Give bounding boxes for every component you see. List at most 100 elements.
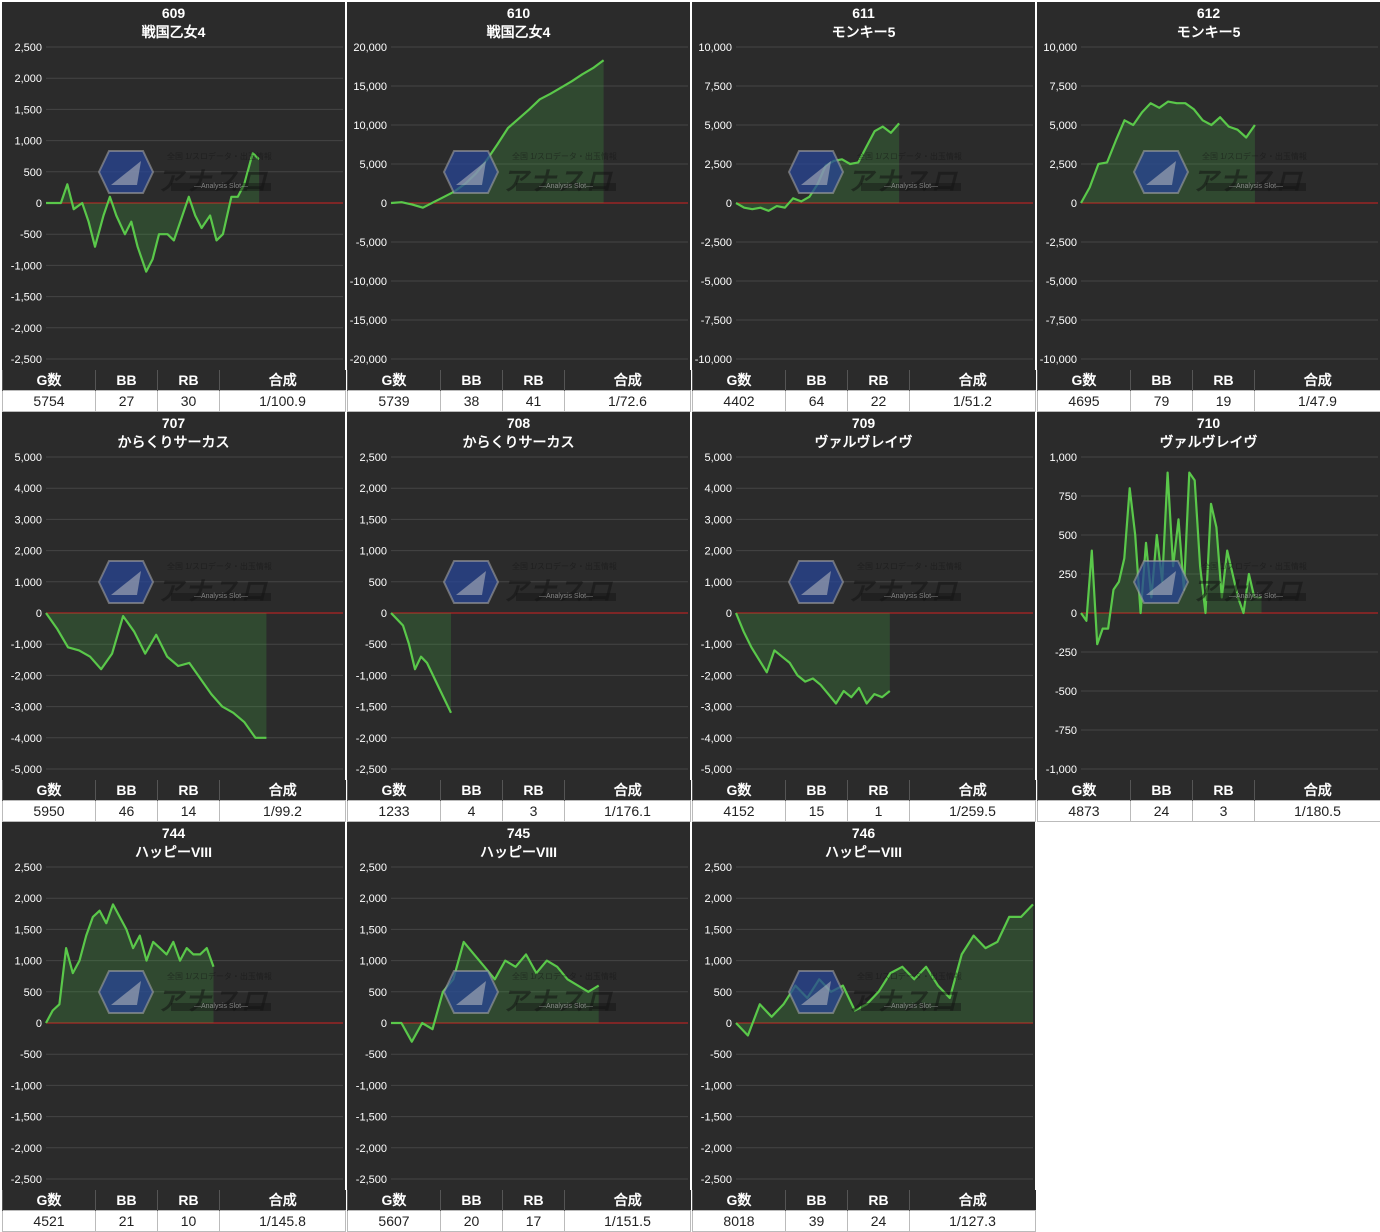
y-tick-label: -1,000 bbox=[11, 260, 42, 272]
y-tick-label: -5,000 bbox=[701, 764, 732, 776]
y-tick-label: -20,000 bbox=[350, 354, 387, 366]
chart-svg: 20,00015,00010,0005,0000-5,000-10,000-15… bbox=[347, 2, 690, 370]
bb-header: BB bbox=[786, 370, 848, 391]
games-value: 8018 bbox=[693, 1211, 786, 1232]
bb-header: BB bbox=[441, 780, 503, 801]
games-value: 5754 bbox=[3, 391, 96, 412]
y-tick-label: -10,000 bbox=[695, 354, 732, 366]
y-tick-label: 7,500 bbox=[704, 81, 732, 93]
series-area bbox=[1081, 102, 1255, 203]
y-tick-label: 5,000 bbox=[1049, 120, 1077, 132]
y-tick-label: -4,000 bbox=[11, 733, 42, 745]
machine-model: ヴァルヴレイヴ bbox=[692, 432, 1035, 452]
y-tick-label: 500 bbox=[24, 987, 42, 999]
bb-value: 46 bbox=[96, 801, 158, 822]
series-area bbox=[736, 904, 1033, 1035]
bb-header: BB bbox=[786, 1190, 848, 1211]
games-value: 5950 bbox=[3, 801, 96, 822]
chart-svg: 2,5002,0001,5001,0005000-500-1,000-1,500… bbox=[347, 412, 690, 780]
rb-header: RB bbox=[1193, 370, 1255, 391]
games-value: 4152 bbox=[693, 801, 786, 822]
y-tick-label: 0 bbox=[381, 198, 387, 210]
y-tick-label: -2,500 bbox=[1046, 237, 1077, 249]
y-tick-label: 250 bbox=[1059, 569, 1077, 581]
y-tick-label: 0 bbox=[36, 608, 42, 620]
machine-model: モンキー5 bbox=[692, 22, 1035, 42]
y-tick-label: -1,000 bbox=[356, 1080, 387, 1092]
y-tick-label: -5,000 bbox=[356, 237, 387, 249]
bb-header: BB bbox=[441, 370, 503, 391]
chart-svg: 2,5002,0001,5001,0005000-500-1,000-1,500… bbox=[692, 822, 1035, 1190]
chart-svg: 10,0007,5005,0002,5000-2,500-5,000-7,500… bbox=[692, 2, 1035, 370]
y-tick-label: 2,500 bbox=[14, 862, 42, 874]
combined-header: 合成 bbox=[1255, 780, 1380, 801]
y-tick-label: 1,000 bbox=[704, 956, 732, 968]
y-tick-label: 2,000 bbox=[704, 546, 732, 558]
bb-header: BB bbox=[1131, 780, 1193, 801]
y-tick-label: 1,000 bbox=[14, 136, 42, 148]
y-tick-label: -2,500 bbox=[701, 237, 732, 249]
y-tick-label: -500 bbox=[365, 639, 387, 651]
y-tick-label: 1,500 bbox=[359, 514, 387, 526]
rb-value: 22 bbox=[848, 391, 910, 412]
combined-value: 1/127.3 bbox=[910, 1211, 1036, 1232]
games-value: 5607 bbox=[348, 1211, 441, 1232]
chart-svg: 5,0004,0003,0002,0001,0000-1,000-2,000-3… bbox=[692, 412, 1035, 780]
bb-value: 15 bbox=[786, 801, 848, 822]
y-tick-label: 5,000 bbox=[14, 452, 42, 464]
y-tick-label: 0 bbox=[1071, 198, 1077, 210]
games-header: G数 bbox=[3, 780, 96, 801]
y-tick-label: 0 bbox=[726, 1018, 732, 1030]
games-header: G数 bbox=[3, 370, 96, 391]
y-tick-label: -1,000 bbox=[11, 1080, 42, 1092]
rb-value: 24 bbox=[848, 1211, 910, 1232]
y-tick-label: 0 bbox=[381, 608, 387, 620]
rb-value: 1 bbox=[848, 801, 910, 822]
rb-header: RB bbox=[848, 370, 910, 391]
y-tick-label: 750 bbox=[1059, 491, 1077, 503]
y-tick-label: -7,500 bbox=[1046, 315, 1077, 327]
machine-model: モンキー5 bbox=[1037, 22, 1380, 42]
y-tick-label: 2,000 bbox=[14, 893, 42, 905]
games-value: 4873 bbox=[1038, 801, 1131, 822]
y-tick-label: -2,000 bbox=[11, 670, 42, 682]
combined-header: 合成 bbox=[910, 780, 1036, 801]
rb-header: RB bbox=[1193, 780, 1255, 801]
bb-header: BB bbox=[96, 780, 158, 801]
rb-value: 3 bbox=[503, 801, 565, 822]
combined-value: 1/99.2 bbox=[220, 801, 346, 822]
y-tick-label: 0 bbox=[36, 198, 42, 210]
y-tick-label: -5,000 bbox=[701, 276, 732, 288]
y-tick-label: -250 bbox=[1055, 647, 1077, 659]
y-tick-label: 1,000 bbox=[704, 577, 732, 589]
series-area bbox=[1081, 473, 1262, 645]
combined-value: 1/176.1 bbox=[565, 801, 691, 822]
games-header: G数 bbox=[348, 1190, 441, 1211]
machine-number: 744 bbox=[2, 825, 345, 841]
games-header: G数 bbox=[348, 370, 441, 391]
rb-value: 30 bbox=[158, 391, 220, 412]
